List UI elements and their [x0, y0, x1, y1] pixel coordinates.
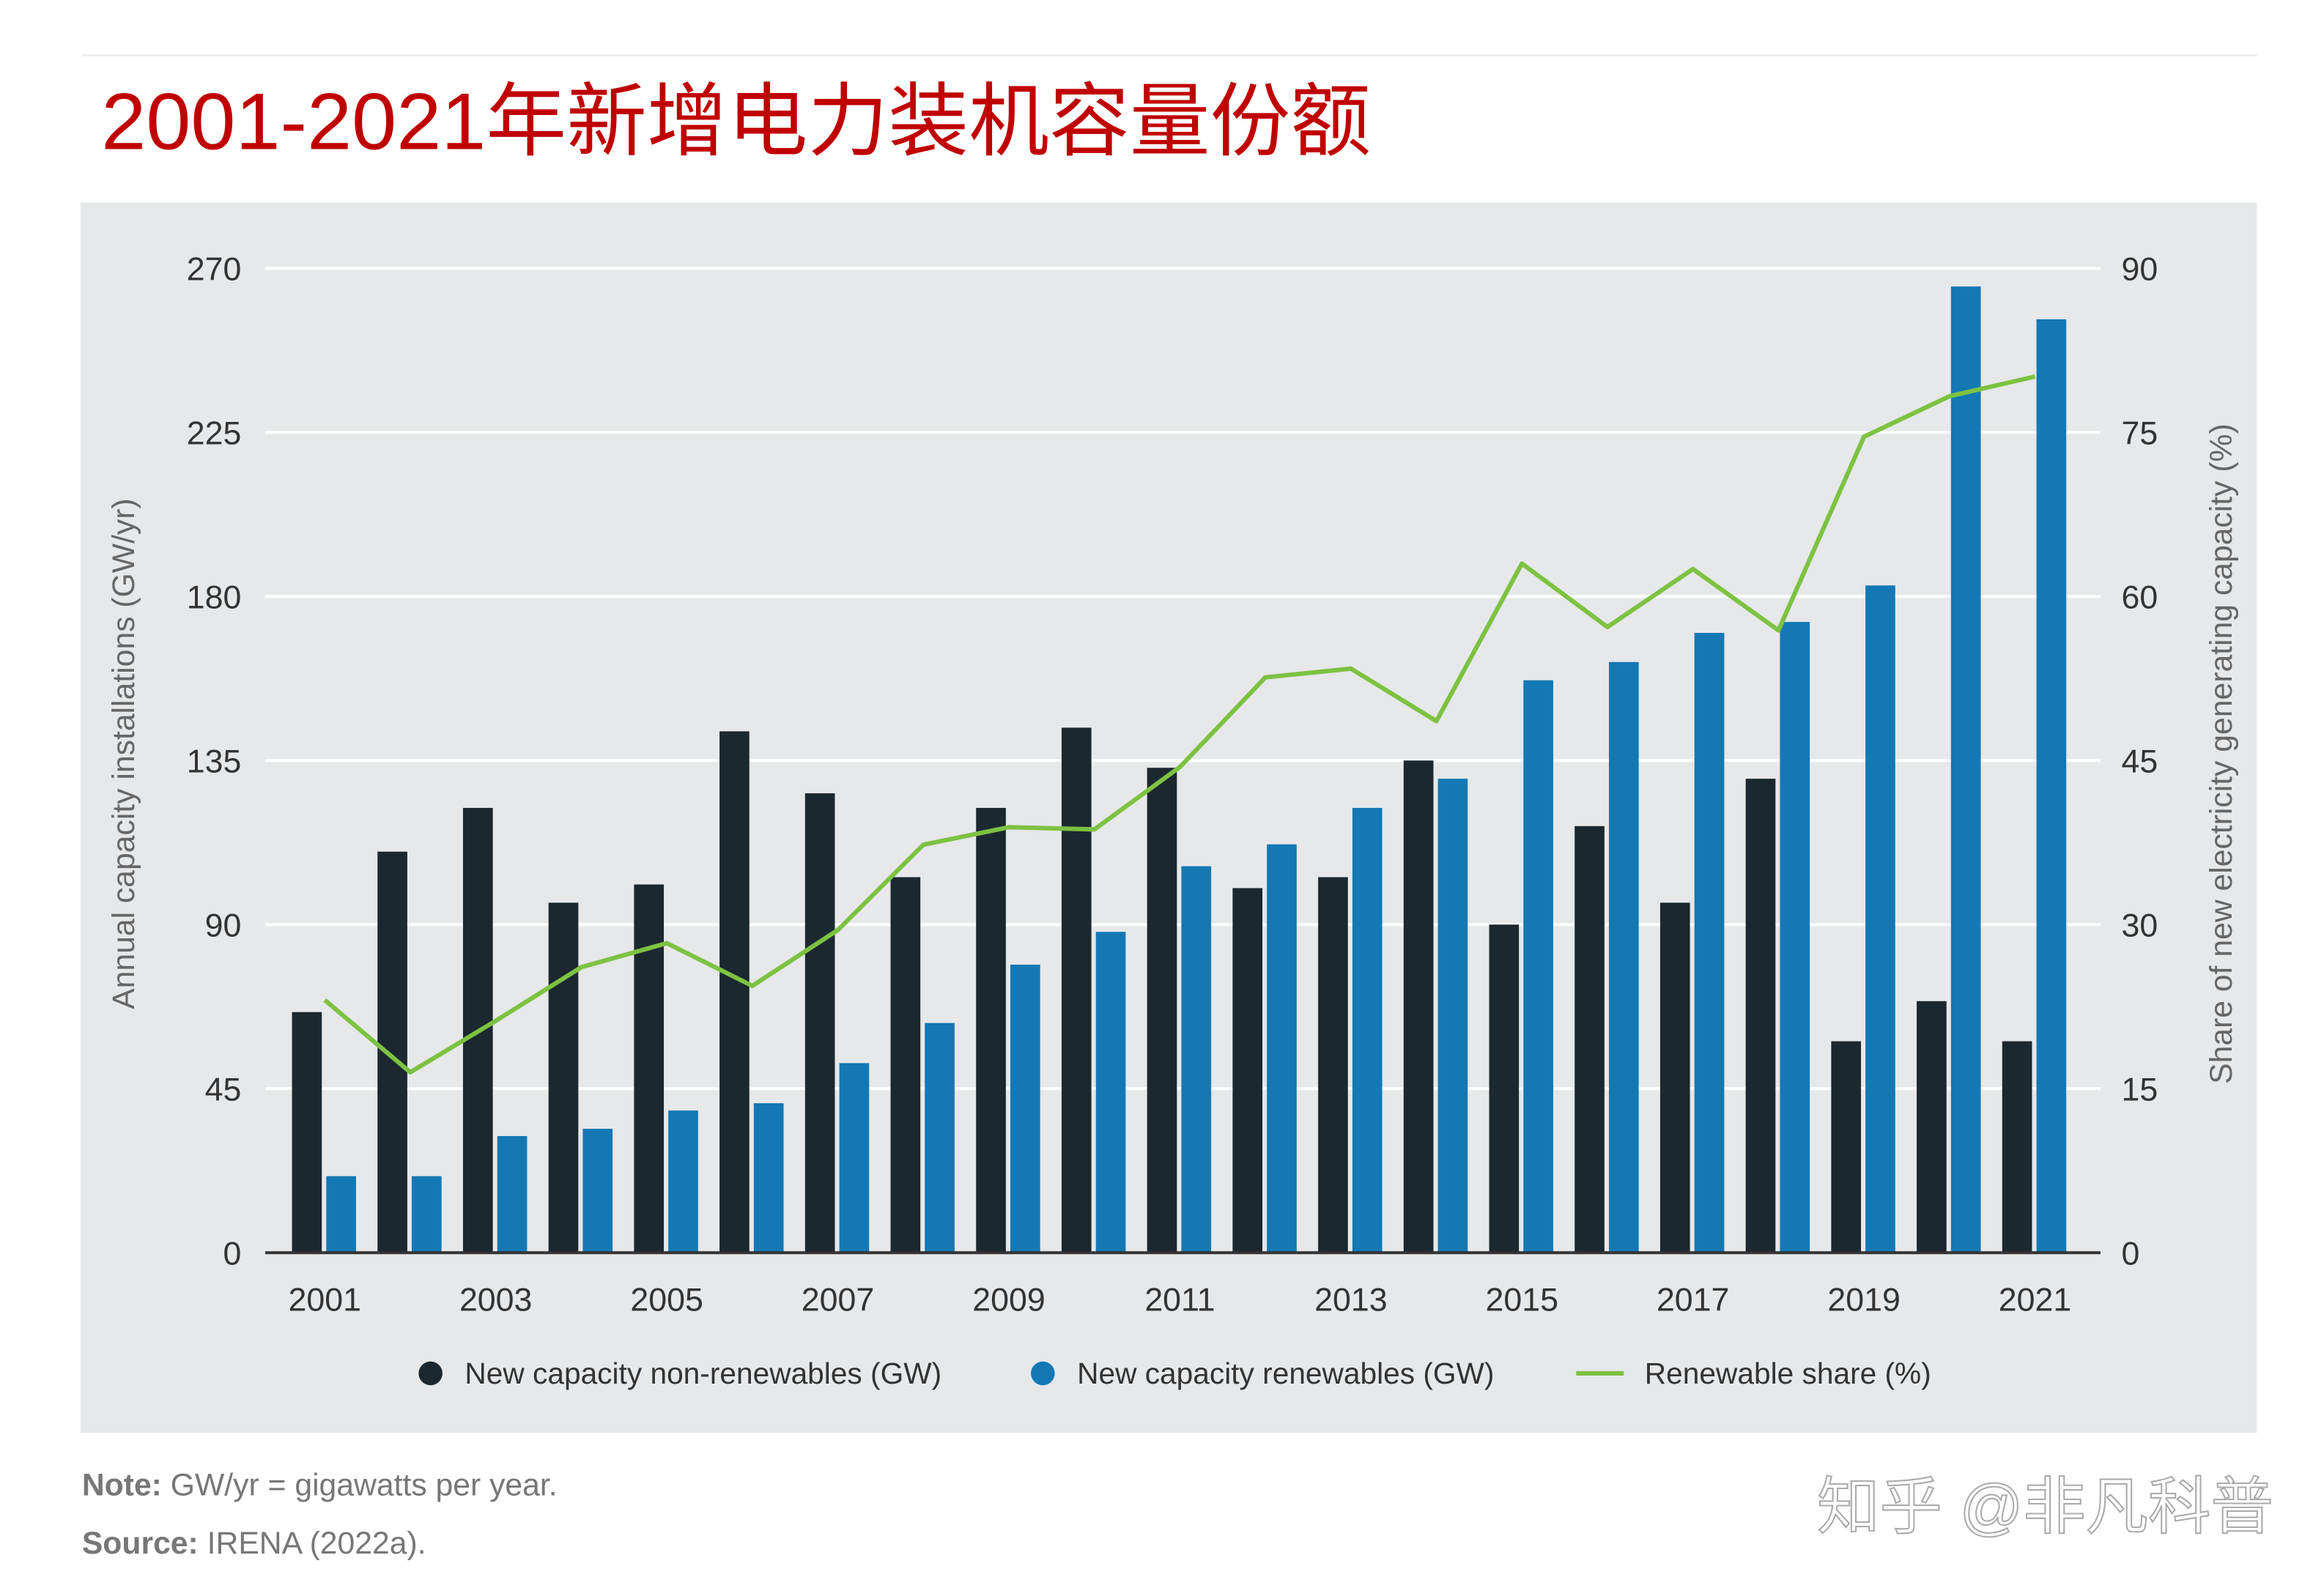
- bar-renewables-2016: [1609, 661, 1639, 1253]
- bar-nonrenewables-2002: [377, 851, 407, 1253]
- legend-label-share: Renewable share (%): [1645, 1357, 1931, 1390]
- bar-nonrenewables-2012: [1232, 888, 1263, 1253]
- x-tick-label: 2003: [459, 1283, 532, 1318]
- bar-nonrenewables-2013: [1318, 877, 1348, 1253]
- bar-nonrenewables-2018: [1745, 779, 1776, 1253]
- bar-renewables-2009: [1010, 965, 1040, 1253]
- x-tick-label: 2013: [1314, 1283, 1387, 1318]
- bar-renewables-2008: [925, 1023, 955, 1253]
- x-tick-label: 2015: [1486, 1283, 1558, 1318]
- bar-renewables-2019: [1865, 585, 1895, 1253]
- y2-tick-label: 60: [2121, 580, 2158, 616]
- x-tick-label: 2007: [802, 1283, 874, 1318]
- bars: [292, 286, 2067, 1253]
- page-title: 2001-2021年新增电力装机容量份额: [101, 78, 1371, 167]
- bar-nonrenewables-2011: [1147, 768, 1177, 1253]
- bar-renewables-2014: [1437, 779, 1468, 1253]
- bar-nonrenewables-2006: [719, 731, 750, 1253]
- legend-marker-renewables: [1031, 1361, 1055, 1386]
- bar-renewables-2006: [753, 1103, 784, 1253]
- y-tick-label: 135: [187, 744, 242, 780]
- y2-tick-label: 15: [2121, 1072, 2158, 1108]
- y-tick-label: 270: [187, 252, 242, 288]
- y2-tick-label: 30: [2121, 908, 2158, 944]
- bar-renewables-2003: [497, 1135, 528, 1253]
- bar-nonrenewables-2004: [548, 902, 579, 1253]
- note: Note: GW/yr = gigawatts per year.: [82, 1468, 558, 1503]
- y2-tick-label: 45: [2121, 744, 2158, 780]
- bar-renewables-2015: [1523, 680, 1553, 1253]
- bar-renewables-2012: [1267, 844, 1297, 1253]
- bar-nonrenewables-2016: [1574, 825, 1605, 1253]
- legend-label-nonrenewables: New capacity non-renewables (GW): [465, 1357, 941, 1390]
- bar-nonrenewables-2008: [890, 877, 921, 1253]
- y2-tick-label: 75: [2121, 416, 2158, 452]
- x-tick-label: 2005: [630, 1283, 703, 1318]
- x-tick-label: 2001: [289, 1283, 361, 1318]
- bar-renewables-2005: [668, 1110, 698, 1253]
- y-tick-label: 45: [205, 1072, 242, 1108]
- y-axis-label: Annual capacity installations (GW/yr): [106, 498, 141, 1009]
- bar-renewables-2011: [1181, 866, 1212, 1253]
- bar-renewables-2007: [839, 1063, 870, 1253]
- y-tick-label: 225: [187, 416, 242, 452]
- y-tick-label: 90: [205, 908, 242, 944]
- bar-nonrenewables-2010: [1061, 727, 1092, 1253]
- source-label: Source:: [82, 1526, 199, 1561]
- bar-nonrenewables-2020: [1917, 1001, 1947, 1253]
- x-tick-label: 2011: [1144, 1283, 1215, 1318]
- y2-tick-label: 0: [2121, 1236, 2139, 1272]
- source-text: IRENA (2022a).: [199, 1526, 426, 1561]
- bar-nonrenewables-2017: [1659, 902, 1690, 1253]
- bar-renewables-2020: [1950, 286, 1981, 1253]
- bar-renewables-2018: [1780, 622, 1810, 1253]
- bar-nonrenewables-2015: [1489, 924, 1520, 1253]
- bar-renewables-2013: [1352, 807, 1383, 1253]
- bar-nonrenewables-2009: [976, 807, 1006, 1253]
- tick-labels: 0 0 45 15 90 30 135 45 180 60 225 75 270 90 2001 2003 20…: [187, 252, 2158, 1318]
- bar-nonrenewables-2021: [2002, 1041, 2032, 1253]
- source: Source: IRENA (2022a).: [82, 1526, 426, 1561]
- bar-nonrenewables-2019: [1831, 1041, 1862, 1253]
- bar-renewables-2004: [582, 1129, 613, 1253]
- x-tick-label: 2021: [1999, 1283, 2071, 1318]
- bar-renewables-2017: [1694, 633, 1725, 1253]
- bar-renewables-2002: [412, 1176, 442, 1253]
- legend-label-renewables: New capacity renewables (GW): [1077, 1357, 1494, 1390]
- note-text: GW/yr = gigawatts per year.: [162, 1468, 558, 1503]
- share-line: [323, 374, 2036, 1075]
- watermark: 知乎 @非凡科普: [1817, 1472, 2273, 1542]
- y2-tick-label: 90: [2121, 252, 2158, 288]
- legend: New capacity non-renewables (GW) New cap…: [418, 1357, 1931, 1390]
- y-tick-label: 180: [187, 580, 242, 616]
- x-tick-label: 2017: [1657, 1283, 1729, 1318]
- bar-renewables-2021: [2036, 319, 2067, 1253]
- bar-nonrenewables-2001: [292, 1012, 322, 1253]
- y2-axis-label: Share of new electricity generating capa…: [2204, 423, 2239, 1084]
- bar-nonrenewables-2007: [804, 793, 835, 1253]
- bar-nonrenewables-2014: [1403, 760, 1434, 1253]
- note-label: Note:: [82, 1468, 162, 1503]
- x-tick-label: 2019: [1827, 1283, 1900, 1318]
- legend-marker-nonrenewables: [418, 1361, 443, 1386]
- y-tick-label: 0: [223, 1236, 242, 1272]
- bar-renewables-2010: [1095, 932, 1126, 1253]
- x-tick-label: 2009: [972, 1283, 1045, 1318]
- bar-nonrenewables-2005: [634, 884, 665, 1253]
- bar-renewables-2001: [326, 1176, 356, 1253]
